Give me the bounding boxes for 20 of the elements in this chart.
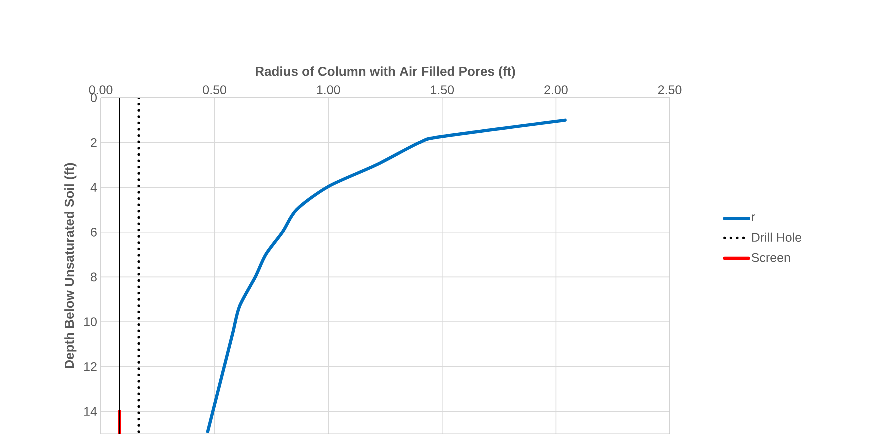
y-tick-label: 2: [91, 138, 97, 148]
line-series: [206, 118, 567, 434]
y-tick-label: 0: [91, 94, 97, 102]
x-tick-label: 2.00: [544, 86, 568, 94]
x-tick-label: 1.50: [431, 86, 454, 94]
x-tick-label: 1.00: [317, 86, 340, 94]
y-tick-label: 10: [84, 318, 97, 326]
y-tick-label: 14: [84, 407, 98, 416]
x-tick-label: 0.00: [89, 86, 113, 94]
x-axis-title: Radius of Column with Air Filled Pores (ft): [256, 66, 516, 79]
y-axis-title: Depth Below Unsaturated Soil (ft): [64, 163, 77, 368]
x-tick-label: 0.50: [203, 86, 226, 94]
legend-label: Drill Hole: [752, 232, 802, 242]
y-tick-label: 8: [91, 272, 97, 282]
y-tick-label: 4: [90, 183, 98, 192]
x-tick-label: 2.50: [658, 86, 682, 94]
y-tick-label: 6: [91, 228, 97, 237]
legend-label: r: [752, 214, 756, 222]
legend-label: Screen: [752, 253, 790, 262]
y-tick-label: 12: [84, 362, 97, 372]
